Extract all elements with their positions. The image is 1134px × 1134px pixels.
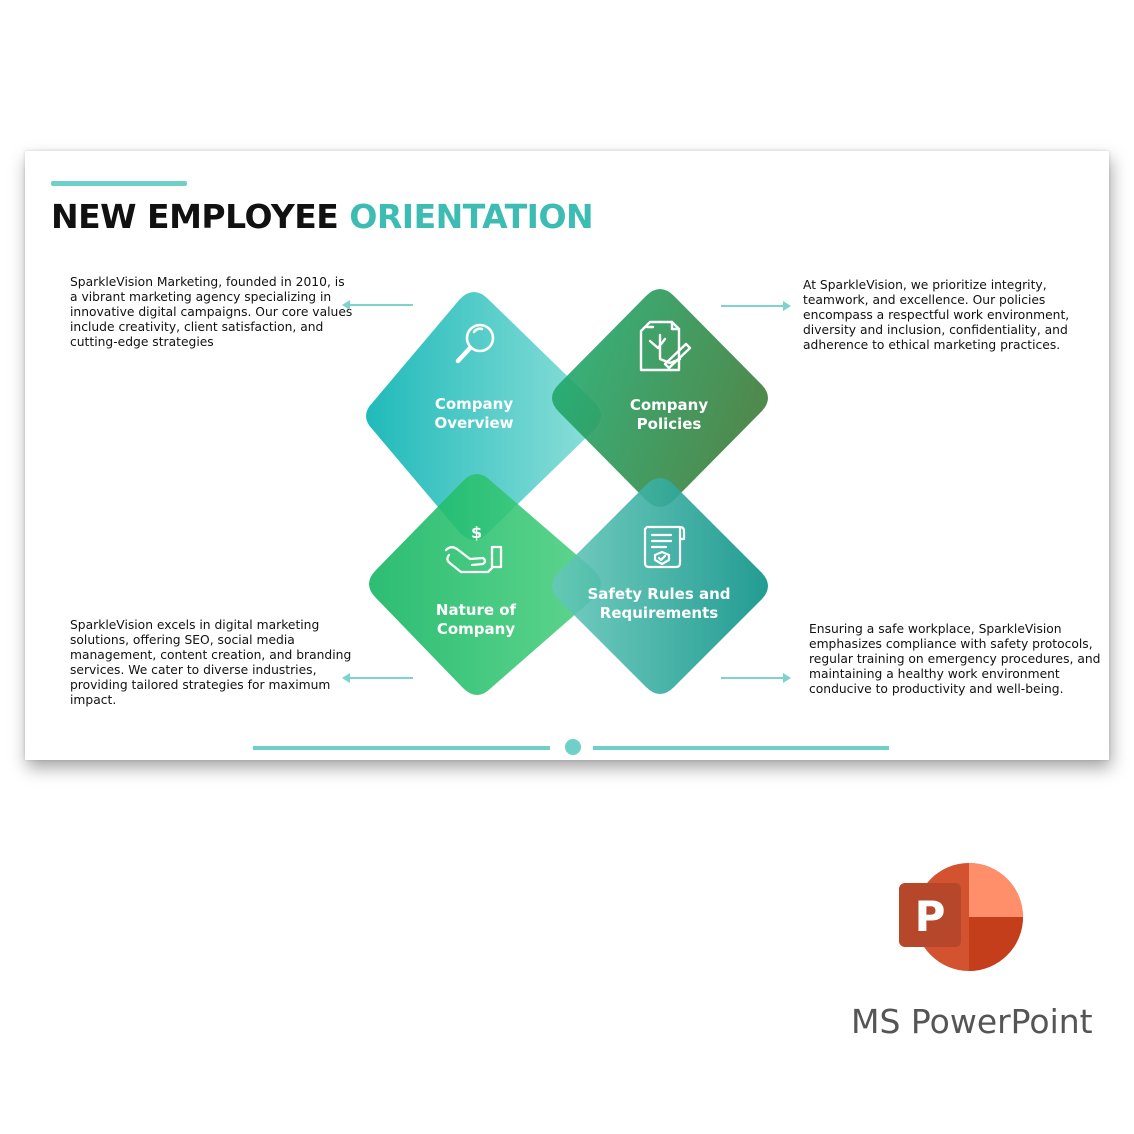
description-nature-of-company: SparkleVision excels in digital marketin… xyxy=(70,618,352,707)
slide: NEW EMPLOYEE ORIENTATION SparkleVision M… xyxy=(25,151,1109,760)
footer-line-right xyxy=(593,746,889,750)
arrow-left-top xyxy=(342,300,413,310)
diamond-safety-rules xyxy=(552,478,768,694)
arrow-right-top xyxy=(721,301,791,311)
diamond-diagram: $ xyxy=(366,289,768,695)
arrow-left-bottom xyxy=(342,673,413,683)
diamond-company-overview xyxy=(366,292,601,540)
description-company-overview: SparkleVision Marketing, founded in 2010… xyxy=(70,275,353,349)
slide-title: NEW EMPLOYEE ORIENTATION xyxy=(51,197,594,236)
svg-text:P: P xyxy=(915,892,946,941)
diamond-label-company-overview: Company Overview xyxy=(434,395,514,432)
svg-text:$: $ xyxy=(471,523,482,542)
powerpoint-logo-icon: P xyxy=(899,863,1023,971)
app-name-caption: MS PowerPoint xyxy=(851,1002,1093,1041)
footer-line-left xyxy=(253,746,550,750)
magnifier-icon xyxy=(455,323,495,364)
description-company-policies: At SparkleVision, we prioritize integrit… xyxy=(803,278,1070,352)
hand-dollar-icon: $ xyxy=(444,523,503,574)
slide-title-part1: NEW EMPLOYEE xyxy=(51,197,339,236)
diamond-label-company-policies: Company Policies xyxy=(629,396,709,433)
arrow-right-bottom xyxy=(721,673,791,683)
policy-document-icon xyxy=(639,320,692,372)
diamond-label-safety-rules: Safety Rules and Requirements xyxy=(587,585,731,622)
description-safety-rules: Ensuring a safe workplace, SparkleVision… xyxy=(809,622,1101,696)
slide-title-part2: ORIENTATION xyxy=(349,197,594,236)
diamond-company-policies xyxy=(552,289,768,507)
footer-dot xyxy=(565,739,581,755)
checklist-document-icon xyxy=(643,525,686,569)
diamond-nature-of-company xyxy=(369,474,601,695)
diamond-label-nature-of-company: Nature of Company xyxy=(435,601,517,638)
title-accent-line xyxy=(51,181,187,186)
